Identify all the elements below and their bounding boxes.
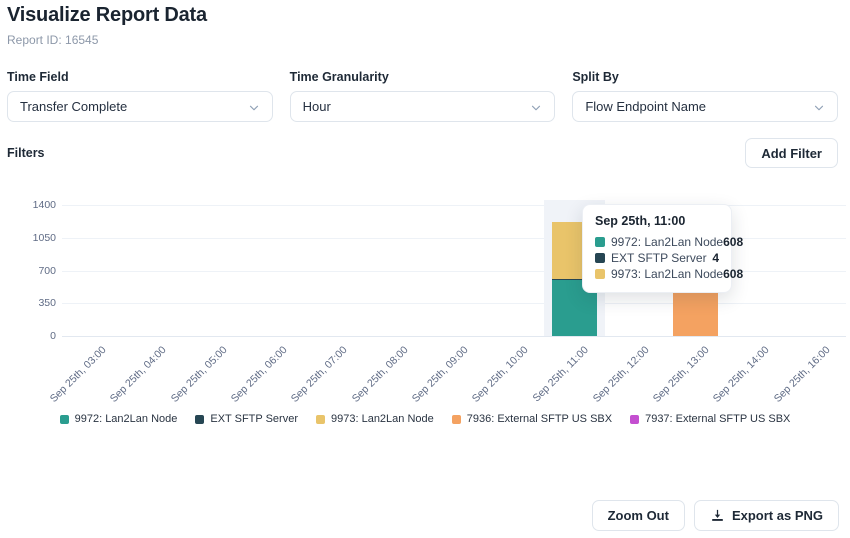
export-png-label: Export as PNG [731,508,823,523]
legend-swatch-icon [195,414,205,424]
tooltip-title: Sep 25th, 11:00 [595,214,686,228]
x-axis-tick-label: Sep 25th, 16:00 [771,344,833,405]
x-axis-tick-label: Sep 25th, 06:00 [228,344,290,405]
y-axis-tick-label: 1400 [32,199,56,211]
page-title: Visualize Report Data [7,4,207,26]
x-axis-tick-label: Sep 25th, 03:00 [47,344,109,405]
legend-item-label: 9973: Lan2Lan Node [331,413,434,425]
filters-label: Filters [7,146,45,160]
chart-tooltip: Sep 25th, 11:00 9972: Lan2Lan Node 608 EXT… [582,204,743,293]
x-axis-tick-label: Sep 25th, 14:00 [711,344,773,405]
y-axis-tick-label: 1050 [32,231,56,244]
page-header: Visualize Report Data Report ID: 16545 [7,4,207,47]
legend-item-label: 9972: Lan2Lan Node [74,413,178,425]
legend-swatch-icon [316,414,325,424]
gridline [62,336,846,337]
split-by-label: Split By [572,70,619,84]
tooltip-rows: 9972: Lan2Lan Node 608 EXT SFTP Server 4 997… [595,234,743,282]
export-png-button[interactable]: Export as PNG [693,500,839,531]
legend-item[interactable]: EXT SFTP Server [195,413,298,425]
chevron-down-icon [814,105,824,111]
x-axis-tick-label: Sep 25th, 09:00 [409,344,471,405]
x-axis-tick-label: Sep 25th, 08:00 [349,344,411,405]
legend-swatch-icon [630,414,640,424]
x-axis-tick-label: Sep 25th, 04:00 [108,344,169,405]
x-axis-tick-label: Sep 25th, 05:00 [168,344,230,405]
download-icon [712,509,723,521]
tooltip-series-value: 608 [723,235,744,249]
tooltip-series-value: 4 [712,251,719,265]
tooltip-row: 9973: Lan2Lan Node 608 [595,266,743,282]
zoom-out-button[interactable]: Zoom Out [591,500,685,531]
legend-swatch-icon [59,414,69,424]
legend-item-label: 7936: External SFTP US SBX [466,413,613,425]
footer-actions: Zoom Out Export as PNG [591,500,839,531]
x-axis-tick-label: Sep 25th, 10:00 [469,344,531,405]
legend-item[interactable]: 9972: Lan2Lan Node [59,413,178,425]
tooltip-series-swatch-icon [595,253,605,263]
split-by-select[interactable]: Flow Endpoint Name [572,91,838,122]
legend-item[interactable]: 7936: External SFTP US SBX [451,413,613,425]
x-axis-tick-label: Sep 25th, 07:00 [288,344,350,405]
add-filter-button[interactable]: Add Filter [745,138,838,168]
split-by-value: Flow Endpoint Name [585,99,706,114]
y-axis-tick-label: 0 [50,330,56,342]
time-field-value: Transfer Complete [20,99,128,114]
legend-item-label: EXT SFTP Server [210,413,298,425]
time-granularity-label: Time Granularity [289,70,389,84]
x-axis-tick-label: Sep 25th, 13:00 [650,344,712,405]
legend-item[interactable]: 7937: External SFTP US SBX [630,413,790,425]
legend: 9972: Lan2Lan Node EXT SFTP Server 9973: L… [0,413,850,425]
tooltip-series-value: 608 [723,267,744,281]
time-granularity-value: Hour [302,99,331,114]
legend-swatch-icon [451,414,461,424]
report-id: Report ID: 16545 [7,33,99,47]
tooltip-series-label: 9972: Lan2Lan Node [611,235,724,249]
x-axis-tick-label: Sep 25th, 11:00 [530,344,592,405]
time-field-select[interactable]: Transfer Complete [7,91,273,122]
time-granularity-group: Time Granularity Hour [289,70,556,122]
legend-item-label: 7937: External SFTP US SBX [645,413,791,425]
tooltip-series-swatch-icon [595,269,605,279]
controls-row: Time Field Transfer Complete Time Granul… [7,70,838,122]
y-axis-tick-label: 700 [38,264,56,277]
tooltip-row: EXT SFTP Server 4 [595,250,719,266]
gridline [62,205,846,206]
chevron-down-icon [249,105,258,111]
tooltip-series-swatch-icon [595,237,605,247]
legend-item[interactable]: 9973: Lan2Lan Node [316,413,434,425]
gridline [62,303,846,305]
y-axis-tick-label: 350 [38,297,56,310]
time-granularity-select[interactable]: Hour [289,91,556,122]
time-field-group: Time Field Transfer Complete [7,70,273,122]
gridline [62,237,846,239]
split-by-group: Split By Flow Endpoint Name [572,70,838,122]
tooltip-series-label: EXT SFTP Server [611,251,707,265]
tooltip-series-label: 9973: Lan2Lan Node [611,267,724,281]
time-field-label: Time Field [7,70,69,84]
x-axis-tick-label: Sep 25th, 12:00 [590,344,652,405]
gridline [62,270,846,272]
tooltip-row: 9972: Lan2Lan Node 608 [595,234,743,250]
chevron-down-icon [532,105,541,111]
